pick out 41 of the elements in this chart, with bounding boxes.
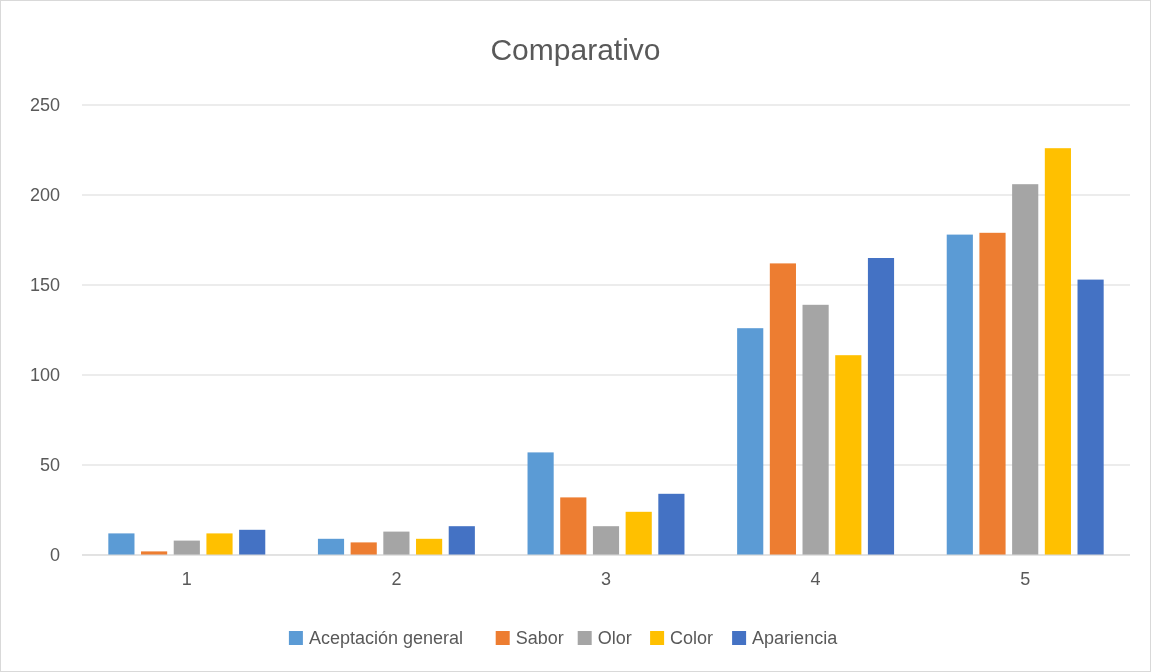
bar [769,263,796,555]
bar [108,533,135,555]
bar [946,234,973,555]
legend-label: Sabor [515,628,564,649]
y-tick-label: 100 [29,365,60,386]
y-tick-label: 50 [39,455,60,476]
bar [592,526,620,555]
bar [867,258,895,555]
legend-label: Olor [597,628,632,649]
chart-title: Comparativo [490,33,661,66]
y-tick-label: 250 [29,95,60,116]
bar [173,540,200,555]
bar [835,355,862,555]
bar [1012,184,1039,555]
bar [560,497,587,555]
bar [802,304,829,555]
bar [979,232,1006,555]
y-tick-label: 200 [29,185,60,206]
bar [239,529,266,555]
y-tick-label: 0 [49,545,60,566]
x-tick-label: 4 [810,569,821,589]
bar [527,452,554,555]
bar [737,328,764,555]
x-tick-label: 1 [181,569,192,589]
legend-label: Color [670,628,714,649]
bar [206,533,233,555]
legend-label: Aceptación general [308,628,464,649]
bar [383,531,410,555]
legend-label: Apariencia [752,628,839,649]
x-tick-label: 2 [391,569,402,589]
y-tick-label: 150 [29,275,60,296]
bar [1044,148,1071,555]
bar [625,511,652,555]
bar [448,526,475,555]
bar [350,542,377,555]
bar [317,538,345,555]
bar [416,538,443,555]
x-tick-label: 5 [1020,569,1031,589]
bar [1077,279,1104,555]
x-tick-label: 3 [600,569,612,589]
bar [658,493,685,555]
